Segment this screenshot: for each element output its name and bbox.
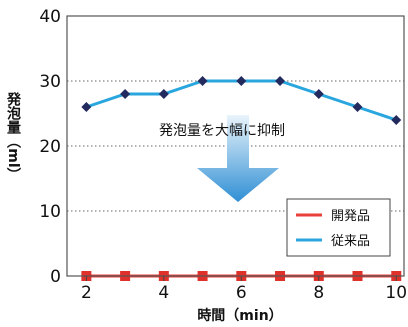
legend-label-conventional: 従来品 xyxy=(331,234,370,249)
y-tick-label: 20 xyxy=(39,137,61,157)
y-axis-label: 発泡量（ml） xyxy=(5,92,22,182)
plot-border xyxy=(66,15,405,277)
x-tick-label: 6 xyxy=(236,283,247,303)
data-point xyxy=(391,115,402,125)
legend-label-developed: 開発品 xyxy=(331,209,370,224)
y-tick-label: 30 xyxy=(39,72,61,92)
x-axis-ticks: 2 4 6 8 10 xyxy=(81,276,407,303)
y-tick-label: 0 xyxy=(50,267,61,287)
data-point xyxy=(158,89,169,99)
data-point xyxy=(120,89,131,99)
series-line-1 xyxy=(85,79,397,122)
chart-annotation: 発泡量を大幅に抑制 xyxy=(159,123,285,139)
legend: 開発品 従来品 xyxy=(286,198,391,257)
y-tick-label: 10 xyxy=(39,202,61,222)
y-axis-ticks: 0 10 20 30 40 xyxy=(39,7,61,287)
data-point xyxy=(313,89,324,99)
x-tick-label: 8 xyxy=(313,283,324,303)
data-point xyxy=(275,76,286,86)
data-point xyxy=(197,76,208,86)
x-tick-label: 2 xyxy=(81,283,92,303)
down-arrow-icon xyxy=(197,115,279,202)
legend-box xyxy=(286,198,391,257)
y-tick-label: 40 xyxy=(39,7,61,27)
data-point xyxy=(236,76,247,86)
data-point xyxy=(81,102,92,112)
x-tick-label: 10 xyxy=(385,283,407,303)
plot-frame xyxy=(66,15,405,277)
x-axis-label: 時間（min） xyxy=(197,307,282,324)
data-point xyxy=(352,102,363,112)
x-tick-label: 4 xyxy=(158,283,169,303)
